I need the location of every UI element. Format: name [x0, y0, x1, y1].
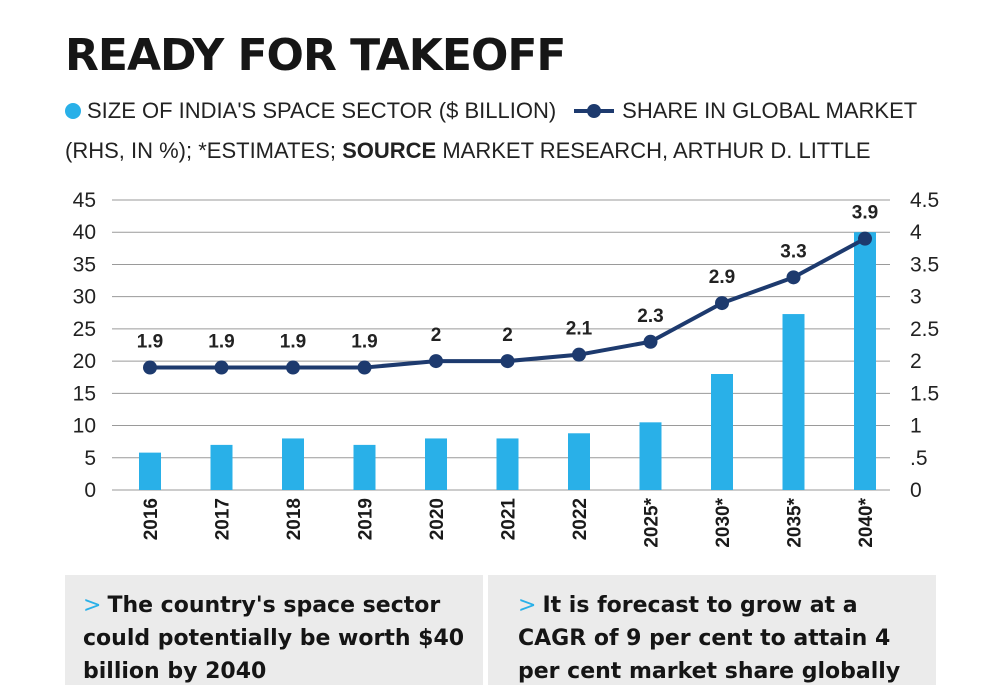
share-point [786, 270, 801, 285]
x-tick-label: 2017 [213, 498, 234, 540]
info-panel-left: > The country's space sector could potent… [65, 575, 483, 685]
data-label: 1.9 [208, 332, 234, 353]
y-left-tick-label: 30 [73, 286, 96, 309]
y-right-tick-label: 3.5 [910, 253, 939, 276]
source-text: MARKET RESEARCH, ARTHUR D. LITTLE [442, 138, 871, 163]
y-left-tick-label: 0 [84, 479, 96, 502]
share-point [500, 354, 515, 369]
y-left-tick-label: 35 [73, 253, 96, 276]
info-panel-right: > It is forecast to grow at a CAGR of 9 p… [488, 575, 936, 685]
bar-legend-swatch [65, 103, 81, 119]
bar [568, 433, 590, 490]
y-right-tick-label: .5 [910, 447, 928, 470]
share-point [143, 360, 157, 375]
share-point [858, 231, 872, 246]
share-point [357, 360, 372, 375]
line-legend-label: SHARE IN GLOBAL MARKET [622, 98, 918, 123]
x-tick-label: 2040* [856, 497, 877, 547]
x-tick-label: 2021 [499, 498, 520, 541]
y-right-tick-label: 1 [910, 415, 922, 438]
y-left-tick-label: 15 [73, 382, 96, 405]
x-tick-label: 2020 [427, 498, 448, 540]
bar-legend-label: SIZE OF INDIA'S SPACE SECTOR ($ BILLION) [87, 98, 557, 123]
data-label: 3.9 [852, 203, 878, 224]
share-line [150, 236, 866, 370]
y-left-tick-label: 25 [73, 318, 96, 341]
share-point [286, 360, 300, 375]
x-tick-label: 2035* [785, 497, 806, 547]
info-panel-right-text: It is forecast to grow at a CAGR of 9 pe… [518, 593, 901, 684]
bar [496, 438, 519, 490]
y-left-tick-label: 5 [84, 447, 96, 470]
bar [353, 444, 376, 490]
y-right-tick-label: 2 [910, 350, 922, 373]
y-left-tick-label: 40 [73, 221, 96, 244]
x-tick-label: 2030* [713, 497, 734, 547]
x-tick-label: 2022 [570, 498, 591, 540]
y-right-tick-label: 2.5 [910, 318, 939, 341]
share-point [429, 354, 443, 369]
bar [210, 444, 233, 490]
combo-chart: 0 0 5 .5 10 1 15 1.5 20 2 25 2.5 30 3 35 3.5 40 4 45 4.5 201… [73, 189, 940, 548]
x-tick-label: 2019 [356, 498, 377, 540]
legend: SIZE OF INDIA'S SPACE SECTOR ($ BILLION)… [65, 98, 917, 124]
x-tick-label: 2016 [141, 498, 162, 540]
data-label: 1.9 [351, 332, 377, 353]
data-label: 1.9 [137, 332, 163, 353]
chevron-right-icon: > [518, 593, 537, 618]
chevron-right-icon: > [83, 593, 102, 618]
bar [854, 232, 876, 490]
chart-title: READY FOR TAKEOFF [65, 30, 566, 81]
bar [782, 314, 805, 490]
y-left-tick-label: 10 [73, 415, 96, 438]
share-point [715, 296, 729, 311]
data-label: 2 [431, 325, 442, 346]
x-tick-label: 2018 [284, 498, 305, 540]
data-label: 1.9 [280, 332, 306, 353]
y-left-tick-label: 45 [73, 189, 96, 212]
share-point [643, 334, 658, 349]
y-right-tick-label: 4.5 [910, 189, 939, 212]
data-label: 2.1 [566, 319, 593, 340]
data-label: 2 [502, 325, 513, 346]
y-right-tick-label: 3 [910, 286, 922, 309]
share-point [572, 347, 586, 362]
data-label: 2.3 [637, 306, 663, 327]
y-right-tick-label: 0 [910, 479, 922, 502]
data-label: 2.9 [709, 267, 735, 288]
x-tick-label: 2025* [642, 497, 663, 547]
info-panel-left-text: The country's space sector could potenti… [83, 593, 465, 684]
line-legend-swatch [574, 103, 615, 119]
bar [425, 438, 447, 490]
bar [639, 422, 662, 490]
share-point [214, 360, 229, 375]
data-label: 3.3 [780, 241, 806, 262]
source-label: SOURCE [342, 138, 437, 163]
bar [282, 438, 304, 490]
y-right-tick-label: 1.5 [910, 382, 939, 405]
legend-note: (RHS, IN %); *ESTIMATES; SOURCE MARKET R… [65, 138, 871, 164]
bar [711, 374, 733, 490]
y-right-tick-label: 4 [910, 221, 922, 244]
bar [139, 452, 161, 490]
legend-note-text: (RHS, IN %); *ESTIMATES; [65, 138, 336, 163]
y-left-tick-label: 20 [73, 350, 96, 373]
